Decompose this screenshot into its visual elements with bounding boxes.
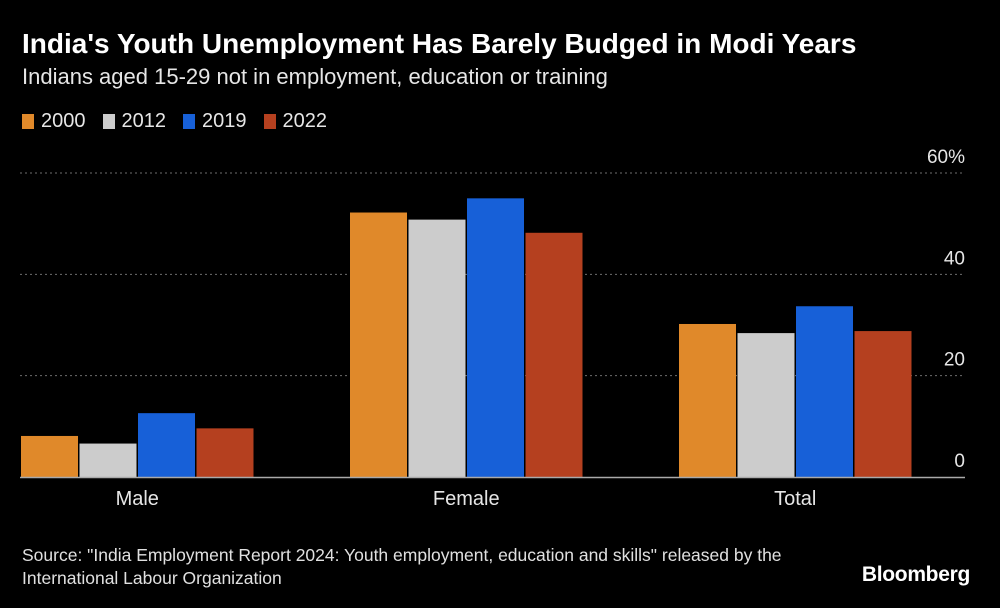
legend-swatch — [263, 114, 276, 129]
chart-subtitle: Indians aged 15-29 not in employment, ed… — [22, 64, 608, 89]
bar-female-2000 — [350, 212, 407, 477]
bar-female-2019 — [467, 198, 524, 478]
bar-male-2000 — [21, 435, 78, 477]
y-tick-label: 40 — [944, 248, 965, 269]
bar-total-2019 — [796, 306, 853, 477]
bar-male-2022 — [196, 428, 254, 477]
bar-male-2019 — [138, 413, 195, 477]
source-note: Source: "India Employment Report 2024: Y… — [22, 545, 782, 588]
bar-total-2012 — [737, 333, 795, 477]
legend-swatch — [22, 114, 34, 129]
bar-total-2022 — [854, 331, 912, 477]
legend-label: 2000 — [41, 110, 86, 132]
x-tick-label: Total — [774, 488, 816, 510]
bar-female-2022 — [525, 232, 583, 477]
legend-label: 2022 — [282, 110, 328, 132]
x-tick-label: Male — [116, 488, 159, 510]
bar-male-2012 — [79, 443, 137, 477]
x-tick-label: Female — [433, 488, 500, 510]
bloomberg-logo: Bloomberg — [861, 563, 970, 586]
y-tick-label: 60% — [927, 147, 965, 168]
legend-swatch — [102, 114, 115, 129]
legend-item-2022: 2022 — [263, 110, 328, 133]
y-tick-label: 0 — [954, 451, 965, 472]
legend-swatch — [183, 114, 195, 129]
y-tick-label: 20 — [944, 350, 965, 371]
bar-chart: 0 20 40 60% Male Female Total — [20, 147, 965, 510]
bar-total-2000 — [679, 323, 736, 477]
chart-title: India's Youth Unemployment Has Barely Bu… — [22, 28, 857, 59]
legend-item-2019: 2019 — [183, 110, 247, 133]
chart-legend: 2000 2012 2019 2022 — [22, 110, 344, 133]
legend-item-2012: 2012 — [102, 110, 167, 133]
bar-female-2012 — [408, 219, 466, 477]
legend-item-2000: 2000 — [22, 110, 86, 133]
legend-label: 2012 — [121, 110, 167, 132]
legend-label: 2019 — [202, 110, 247, 132]
